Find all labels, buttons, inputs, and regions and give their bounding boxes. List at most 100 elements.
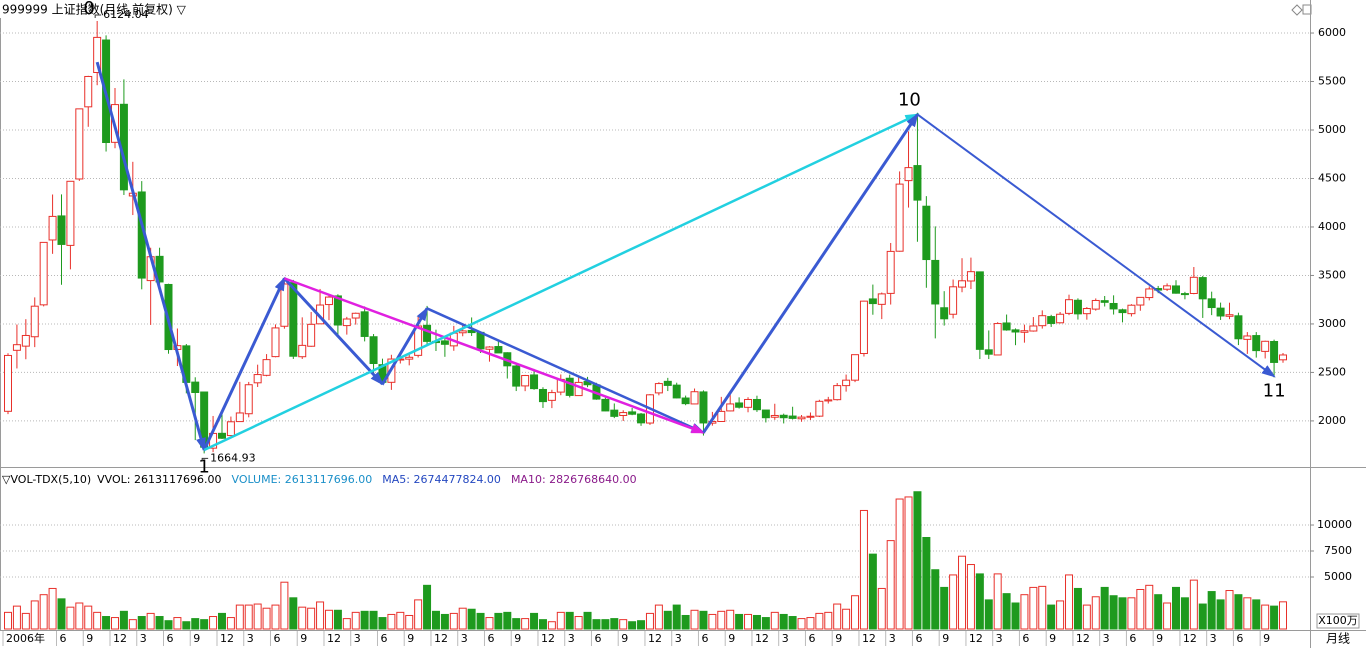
volume-bar (752, 614, 761, 630)
candle-body (859, 300, 868, 355)
candle-body (1243, 335, 1252, 340)
volume-bar (1234, 594, 1243, 630)
candle-body (155, 255, 164, 283)
candle-body (895, 183, 904, 252)
candle-body (521, 375, 530, 387)
unit-box (1316, 613, 1360, 629)
volume-bar (610, 618, 619, 630)
candle-body (48, 215, 57, 241)
volume-bar (164, 620, 173, 630)
volume-bar (30, 600, 39, 630)
wave-point-label: 0 (83, 0, 94, 19)
volume-bar (663, 610, 672, 630)
candle-body (654, 383, 663, 394)
candle-body (1082, 308, 1091, 315)
candle-body (271, 327, 280, 358)
volume-bar (324, 609, 333, 630)
volume-header-item: VOLUME: 2613117696.00 (231, 473, 372, 486)
x-tick-label: 12 (220, 632, 234, 645)
volume-bar (1154, 594, 1163, 630)
volume-header: ▽VOL-TDX(5,10) VVOL: 2613117696.00 VOLUME:… (2, 473, 637, 486)
volume-bar (4, 611, 12, 630)
candle-body (1109, 302, 1118, 310)
candle-body (1261, 340, 1270, 352)
candle-body (1056, 313, 1065, 324)
volume-bar (75, 602, 84, 630)
volume-bar (886, 540, 895, 630)
wave-line (202, 276, 286, 451)
volume-bar (182, 621, 191, 630)
volume-bar (574, 616, 583, 630)
x-tick-label: 9 (621, 632, 628, 645)
volume-bar (1038, 585, 1047, 630)
x-tick-label: 12 (862, 632, 876, 645)
volume-bar (619, 619, 628, 630)
candle-body (1225, 314, 1234, 317)
volume-bar (868, 553, 877, 630)
x-tick-label: 12 (969, 632, 983, 645)
volume-bar (690, 609, 699, 630)
candle-body (1118, 309, 1127, 314)
volume-bar (547, 621, 556, 630)
volume-bar (1145, 584, 1154, 630)
volume-bar (1002, 593, 1011, 630)
candle-body (628, 411, 637, 415)
candle-body (1163, 285, 1172, 290)
volume-bar (66, 606, 75, 630)
x-tick-label: 3 (889, 632, 896, 645)
extreme-label: 6124.04 (103, 8, 149, 21)
candle-body (1011, 329, 1020, 333)
volume-bar (298, 606, 307, 630)
volume-bar (1118, 597, 1127, 630)
x-tick-label: 3 (461, 632, 468, 645)
wave-line (203, 113, 920, 452)
wave-line (381, 306, 429, 385)
x-tick-label: 3 (247, 632, 254, 645)
x-tick-label: 9 (1049, 632, 1056, 645)
wave-point-label: 10 (898, 90, 921, 111)
volume-bar (824, 611, 833, 630)
candle-body (30, 305, 39, 338)
volume-bar (851, 595, 860, 630)
volume-bar (253, 603, 262, 630)
volume-bar (39, 594, 48, 630)
volume-bar (717, 610, 726, 630)
candle-body (1073, 299, 1082, 315)
candle-body (824, 399, 833, 402)
candle-body (423, 324, 432, 342)
candle-body (342, 318, 351, 327)
y-tick-label: 5500 (1318, 75, 1346, 88)
candle-body (761, 409, 770, 419)
y-tick-label: 5000 (1324, 570, 1352, 583)
candle-body (958, 280, 967, 288)
x-tick-label: 9 (728, 632, 735, 645)
volume-bar (645, 612, 654, 630)
volume-bar (84, 605, 93, 630)
candle-body (244, 384, 253, 415)
candle-body (815, 400, 824, 417)
x-tick-label: 3 (1210, 632, 1217, 645)
candle-body (806, 415, 815, 418)
candle-body (75, 108, 84, 180)
candle-body (1065, 299, 1074, 314)
x-tick-label: 12 (113, 632, 127, 645)
volume-bar (369, 610, 378, 630)
candle-body (66, 180, 75, 246)
volume-bar (1011, 602, 1020, 630)
icon-restore[interactable] (1291, 4, 1303, 16)
x-tick-label: 6 (1236, 632, 1243, 645)
x-tick-label: 3 (1103, 632, 1110, 645)
volume-bar (476, 612, 485, 630)
volume-bar (431, 610, 440, 630)
candle-body (84, 75, 93, 108)
candle-body (672, 384, 681, 399)
volume-bar (405, 614, 414, 630)
volume-bar (984, 599, 993, 630)
x-tick-label: 3 (782, 632, 789, 645)
x-tick-label: 3 (140, 632, 147, 645)
x-tick-label: 6 (594, 632, 601, 645)
candle-body (4, 354, 12, 412)
candle-body (797, 416, 806, 420)
wave-line (916, 113, 1276, 378)
x-tick-label: 6 (380, 632, 387, 645)
